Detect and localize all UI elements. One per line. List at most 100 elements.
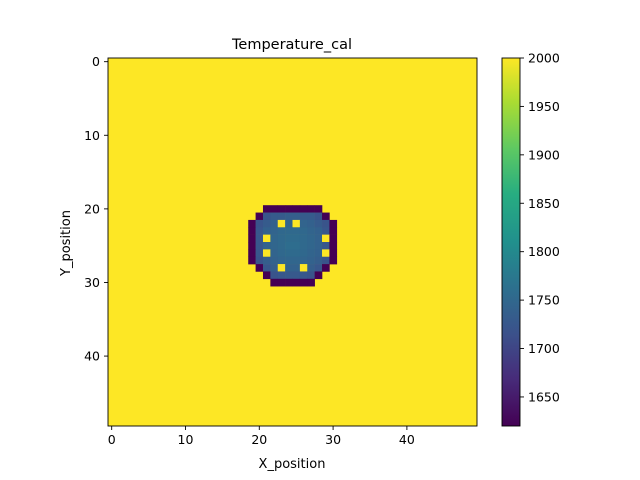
- heatmap-cell: [262, 219, 271, 228]
- heatmap-cell: [292, 256, 301, 265]
- x-axis: 0 10 20 30 40: [108, 426, 415, 447]
- heatmap-cell: [285, 278, 293, 287]
- heatmap-cell: [248, 219, 256, 228]
- heatmap-cell: [292, 234, 301, 243]
- heatmap-cell: [277, 234, 286, 243]
- heatmap-cell: [322, 256, 330, 265]
- colorbar: 1650 1700 1750 1800 1850 1900 1950 2000: [501, 51, 560, 427]
- x-axis-label: X_position: [259, 457, 326, 472]
- heatmap-cell: [262, 264, 271, 272]
- chart-title: Temperature_cal: [231, 37, 352, 53]
- heatmap-cell: [285, 234, 293, 243]
- heatmap-cell: [299, 264, 308, 272]
- heatmap-cell: [307, 227, 315, 235]
- heatmap-cell: [255, 264, 264, 272]
- heatmap-cell: [285, 264, 293, 272]
- heatmap-cell: [292, 219, 301, 228]
- heatmap-cell: [329, 219, 338, 228]
- heatmap-cell: [255, 242, 264, 250]
- heatmap-cell: [314, 271, 323, 280]
- heatmap-cell: [307, 212, 315, 221]
- x-tick-label: 40: [399, 432, 415, 447]
- y-axis: 0 10 20 30 40: [84, 54, 108, 364]
- heatmap-cell: [314, 249, 323, 258]
- heatmap-cell: [277, 242, 286, 250]
- heatmap-cell: [322, 219, 330, 228]
- heatmap-cell: [285, 212, 293, 221]
- heatmap-cell: [314, 205, 323, 213]
- heatmap-cell: [292, 264, 301, 272]
- heatmap-cell: [299, 249, 308, 258]
- y-tick-label: 0: [92, 54, 100, 69]
- heatmap-cell: [248, 242, 256, 250]
- heatmap-cell: [299, 242, 308, 250]
- heatmap-cell: [285, 271, 293, 280]
- heatmap-cell: [270, 249, 279, 258]
- heatmap-cell: [248, 256, 256, 265]
- heatmap-cell: [292, 242, 301, 250]
- heatmap-cell: [307, 205, 315, 213]
- colorbar-tick-label: 1700: [528, 341, 560, 356]
- heatmap-cell: [255, 219, 264, 228]
- heatmap-cell: [262, 256, 271, 265]
- heatmap-cell: [322, 234, 330, 243]
- heatmap-cell: [255, 234, 264, 243]
- x-tick-label: 0: [108, 432, 116, 447]
- heatmap-cell: [299, 212, 308, 221]
- y-tick-label: 40: [84, 349, 100, 364]
- heatmap-cell: [255, 227, 264, 235]
- heatmap-cell: [329, 256, 338, 265]
- heatmap-cell: [292, 271, 301, 280]
- heatmap-cell: [299, 234, 308, 243]
- colorbar-tick-label: 1900: [528, 147, 560, 162]
- colorbar-gradient: [502, 58, 520, 426]
- x-tick-label: 30: [325, 432, 341, 447]
- heatmap-cell: [314, 256, 323, 265]
- heatmap-cell: [270, 256, 279, 265]
- heatmap-cell: [285, 249, 293, 258]
- heatmap-cell: [255, 256, 264, 265]
- heatmap-cell: [270, 278, 279, 287]
- heatmap-cell: [270, 264, 279, 272]
- colorbar-tick-label: 1850: [528, 196, 560, 211]
- heatmap-cell: [262, 227, 271, 235]
- heatmap-cell: [292, 249, 301, 258]
- colorbar-tick-label: 1750: [528, 293, 560, 308]
- heatmap-cell: [322, 249, 330, 258]
- heatmap-cell: [277, 249, 286, 258]
- heatmap-cell: [270, 234, 279, 243]
- heatmap-cell: [277, 212, 286, 221]
- heatmap-cell: [270, 227, 279, 235]
- x-tick-label: 10: [178, 432, 194, 447]
- heatmap-cell: [307, 234, 315, 243]
- heatmap-cell: [285, 219, 293, 228]
- heatmap-cell: [262, 205, 279, 213]
- heatmap-cell: [285, 205, 293, 213]
- heatmap-cell: [262, 249, 271, 258]
- colorbar-tick-label: 1650: [528, 389, 560, 404]
- heatmap-cell: [285, 242, 293, 250]
- heatmap-cell: [285, 227, 293, 235]
- y-tick-label: 30: [84, 275, 100, 290]
- heatmap-cell: [299, 205, 308, 213]
- heatmap-cell: [329, 249, 338, 258]
- heatmap-cell: [314, 242, 323, 250]
- x-tick-label: 20: [251, 432, 267, 447]
- heatmap-cell: [262, 212, 271, 221]
- heatmap-cell: [248, 249, 256, 258]
- heatmap-cell: [277, 205, 286, 213]
- colorbar-tick-label: 1950: [528, 99, 560, 114]
- colorbar-tick-label: 1800: [528, 244, 560, 259]
- y-tick-label: 10: [84, 128, 100, 143]
- heatmap-cell: [314, 234, 323, 243]
- heatmap-cell: [277, 278, 286, 287]
- heatmap-cell: [329, 242, 338, 250]
- heatmap-cell: [322, 227, 330, 235]
- heatmap-cell: [314, 219, 323, 228]
- heatmap-cell: [299, 271, 308, 280]
- heatmap-cell: [262, 234, 271, 243]
- heatmap-cell: [255, 249, 264, 258]
- heatmap-cell: [307, 271, 315, 280]
- heatmap-cell: [322, 264, 330, 272]
